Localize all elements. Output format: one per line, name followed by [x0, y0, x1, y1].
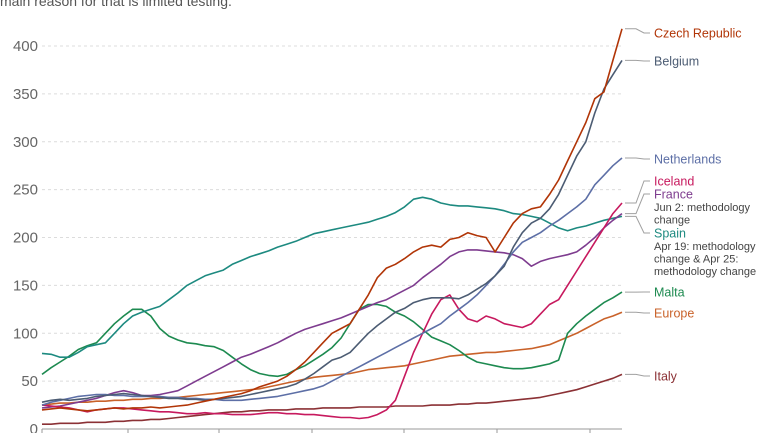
legend-label-italy: Italy — [654, 370, 678, 384]
series-line-czech-republic — [41, 28, 623, 412]
legend-label-belgium: Belgium — [654, 55, 699, 69]
series-lines — [41, 28, 623, 426]
legend-connector-belgium — [625, 59, 650, 62]
series-line-netherlands — [41, 157, 623, 406]
series-line-iceland — [41, 202, 623, 420]
legend-connector-europe — [625, 311, 650, 314]
legend-connector-czech-republic — [625, 28, 650, 34]
y-tick-label-100: 100 — [13, 325, 38, 342]
legend-connector-italy — [625, 373, 650, 377]
y-tick-label-50: 50 — [21, 373, 38, 390]
y-tick-label-300: 300 — [13, 134, 38, 151]
y-tick-label-400: 400 — [13, 38, 38, 55]
chart-subtitle: main reason for that is limited testing. — [0, 0, 232, 9]
legend-note-spain-1: change & Apr 25: — [654, 254, 738, 266]
y-axis-tick-labels: 0 50 100 150 200 250 300 350 400 — [13, 38, 38, 433]
series-line-europe — [41, 311, 623, 406]
legend-label-europe: Europe — [654, 307, 694, 321]
legend-note-spain-0: Apr 19: methodology — [654, 241, 756, 253]
legend-connector-spain — [625, 215, 650, 234]
series-line-malta — [41, 291, 623, 378]
legend-label-iceland: Iceland — [654, 175, 694, 189]
legend-note-spain-2: methodology change — [654, 266, 756, 278]
legend-label-spain: Spain — [654, 227, 686, 241]
legend-connector-france — [625, 193, 650, 215]
series-line-italy — [42, 373, 623, 426]
series-line-spain — [41, 196, 623, 359]
legend-label-malta: Malta — [654, 286, 685, 300]
series-line-france — [41, 212, 623, 409]
legend-note-france-0: Jun 2: methodology — [654, 202, 751, 214]
y-tick-label-250: 250 — [13, 182, 38, 199]
legend-label-netherlands: Netherlands — [654, 153, 721, 167]
legend-connector-iceland — [625, 180, 650, 204]
legend: Czech Republic Belgium Netherlands IcelandF… — [625, 27, 756, 384]
gridlines — [42, 45, 622, 430]
x-axis-ticks — [41, 429, 591, 433]
y-tick-label-150: 150 — [13, 277, 38, 294]
legend-note-france-1: change — [654, 215, 690, 227]
legend-label-czech-republic: Czech Republic — [654, 27, 742, 41]
y-tick-label-0: 0 — [30, 421, 38, 433]
legend-label-france: France — [654, 188, 693, 202]
y-tick-label-350: 350 — [13, 86, 38, 103]
legend-connector-netherlands — [625, 157, 650, 160]
series-line-belgium — [41, 59, 623, 403]
y-tick-label-200: 200 — [13, 230, 38, 247]
